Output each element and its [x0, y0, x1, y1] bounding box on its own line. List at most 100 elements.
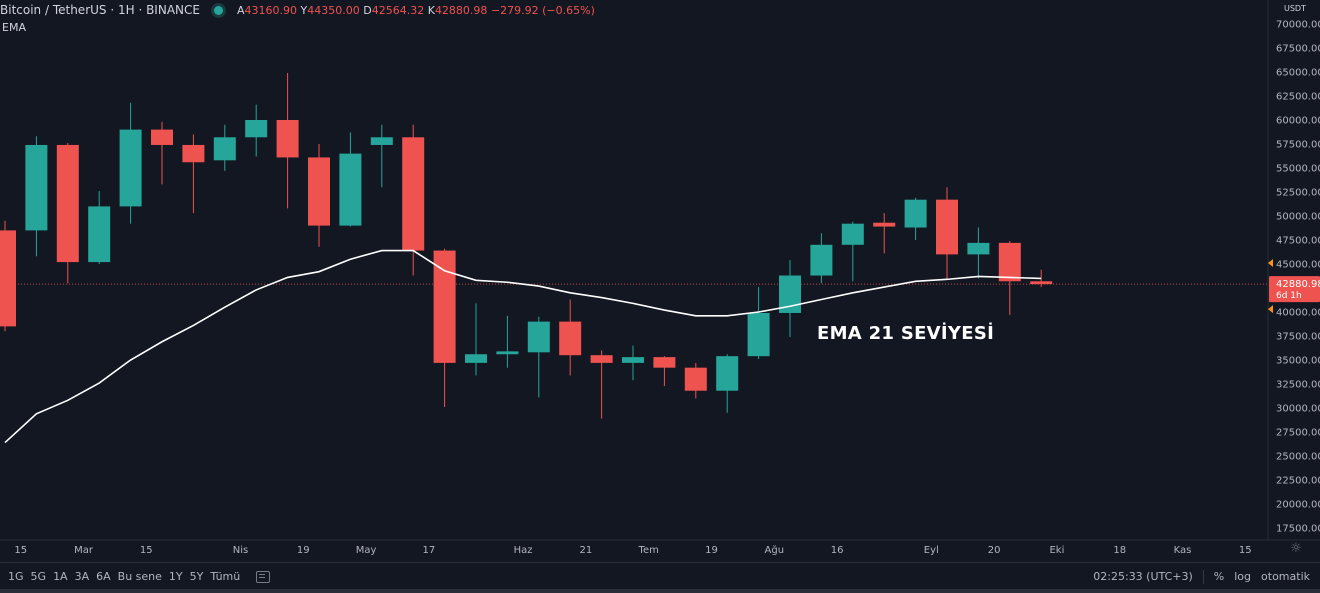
candle-body [841, 223, 864, 245]
y-tick-label: 65000.00 [1276, 68, 1320, 79]
candle-body [998, 242, 1021, 282]
indicator-label[interactable]: EMA [2, 21, 26, 34]
candle-body [967, 242, 990, 255]
low-marker-icon [1268, 305, 1273, 314]
candle-body [151, 129, 173, 145]
bottom-edge [0, 589, 1320, 593]
candle-body [88, 206, 111, 263]
chart-legend: Bitcoin / TetherUS · 1H · BINANCE A43160… [0, 0, 595, 20]
x-tick-label: 21 [580, 545, 593, 556]
y-tick-label: 62500.00 [1276, 92, 1320, 103]
range-1y[interactable]: 1Y [168, 570, 183, 583]
range-1g[interactable]: 1G [8, 570, 24, 583]
range-6a[interactable]: 6A [96, 570, 111, 583]
y-tick-label: 52500.00 [1276, 188, 1320, 199]
y-tick-label: 22500.00 [1276, 476, 1320, 487]
candle-body [0, 230, 16, 327]
currency-unit-label: USDT [1284, 4, 1306, 13]
range-3a[interactable]: 3A [74, 570, 90, 583]
range-1a[interactable]: 1A [53, 570, 68, 583]
candle-body [213, 137, 236, 161]
candle-body [1030, 281, 1053, 285]
x-tick-label: May [356, 545, 377, 556]
candle-body [622, 357, 644, 363]
candle-body [245, 120, 268, 138]
candle-body [684, 367, 707, 391]
settings-gear-icon[interactable]: ☼ [1290, 541, 1302, 556]
x-tick-label: Kas [1174, 545, 1192, 556]
y-tick-label: 50000.00 [1276, 212, 1320, 223]
range-ytd[interactable]: Bu sene [117, 570, 162, 583]
x-tick-label: 16 [831, 545, 844, 556]
candle-body [936, 199, 958, 255]
log-toggle[interactable]: log [1234, 570, 1252, 583]
range-5g[interactable]: 5G [30, 570, 47, 583]
candle-body [810, 244, 833, 276]
low-key: D [363, 3, 372, 17]
candle-body [747, 312, 770, 357]
candle-body [904, 199, 927, 228]
ema-line [4, 249, 1042, 444]
candle-body [308, 157, 330, 226]
calendar-icon[interactable] [256, 570, 271, 583]
candle-body [465, 354, 487, 363]
candle-body [433, 250, 456, 363]
open-key: A [236, 3, 245, 17]
clock-time[interactable]: 02:25:33 (UTC+3) [1093, 570, 1193, 583]
y-tick-label: 30000.00 [1276, 404, 1320, 415]
candle-body [339, 153, 362, 226]
x-tick-label: Mar [74, 545, 94, 556]
x-tick-label: 20 [988, 545, 1001, 556]
x-tick-label: Tem [638, 545, 659, 556]
x-tick-label: 19 [297, 545, 310, 556]
symbol-title[interactable]: Bitcoin / TetherUS · 1H · BINANCE [0, 3, 200, 17]
x-tick-label: 17 [423, 545, 436, 556]
chart-annotation: EMA 21 SEVİYESİ [817, 323, 995, 344]
y-tick-label: 40000.00 [1276, 308, 1320, 319]
x-tick-label: 15 [14, 545, 27, 556]
y-tick-label: 32500.00 [1276, 380, 1320, 391]
candle-body [402, 137, 425, 251]
candle-body [716, 356, 739, 391]
y-tick-label: 27500.00 [1276, 428, 1320, 439]
y-tick-label: 67500.00 [1276, 44, 1320, 55]
auto-toggle[interactable]: otomatik [1261, 570, 1310, 583]
x-tick-label: Eki [1049, 545, 1064, 556]
candle-body [559, 321, 582, 356]
y-tick-label: 20000.00 [1276, 500, 1320, 511]
toolbar-divider [1202, 569, 1204, 584]
candle-body [527, 321, 550, 353]
y-tick-label: 47500.00 [1276, 236, 1320, 247]
y-tick-label: 35000.00 [1276, 356, 1320, 367]
price-tag-value: 42880.98 [1276, 279, 1320, 290]
x-tick-label: Ağu [765, 544, 785, 556]
candle-body [873, 222, 896, 227]
y-tick-label: 70000.00 [1276, 20, 1320, 31]
y-tick-label: 45000.00 [1276, 260, 1320, 271]
candle-body [653, 357, 676, 368]
x-tick-label: 18 [1113, 545, 1126, 556]
candle-body [590, 355, 613, 363]
x-tick-label: 15 [1239, 545, 1252, 556]
bottom-toolbar: 1G 5G 1A 3A 6A Bu sene 1Y 5Y Tümü 02:25:… [0, 562, 1320, 590]
low-value: 42564.32 [371, 3, 425, 17]
close-key: K [427, 3, 435, 17]
range-all[interactable]: Tümü [210, 570, 241, 583]
high-marker-icon [1268, 259, 1273, 268]
ohlc-values: A43160.90 Y44350.00 D42564.32 K42880.98 … [237, 4, 595, 17]
candle-body [276, 120, 299, 158]
y-tick-label: 37500.00 [1276, 332, 1320, 343]
candle-body [779, 275, 801, 313]
candle-body [182, 144, 205, 163]
x-tick-label: 19 [705, 545, 718, 556]
price-tag-countdown: 6d 1h [1276, 291, 1302, 301]
candle-body [496, 351, 519, 355]
price-tag-box [1269, 276, 1320, 303]
range-5y[interactable]: 5Y [189, 570, 204, 583]
market-status-icon [213, 5, 223, 15]
high-key: Y [300, 3, 308, 17]
x-tick-label: Eyl [924, 545, 939, 556]
percent-toggle[interactable]: % [1213, 570, 1225, 583]
